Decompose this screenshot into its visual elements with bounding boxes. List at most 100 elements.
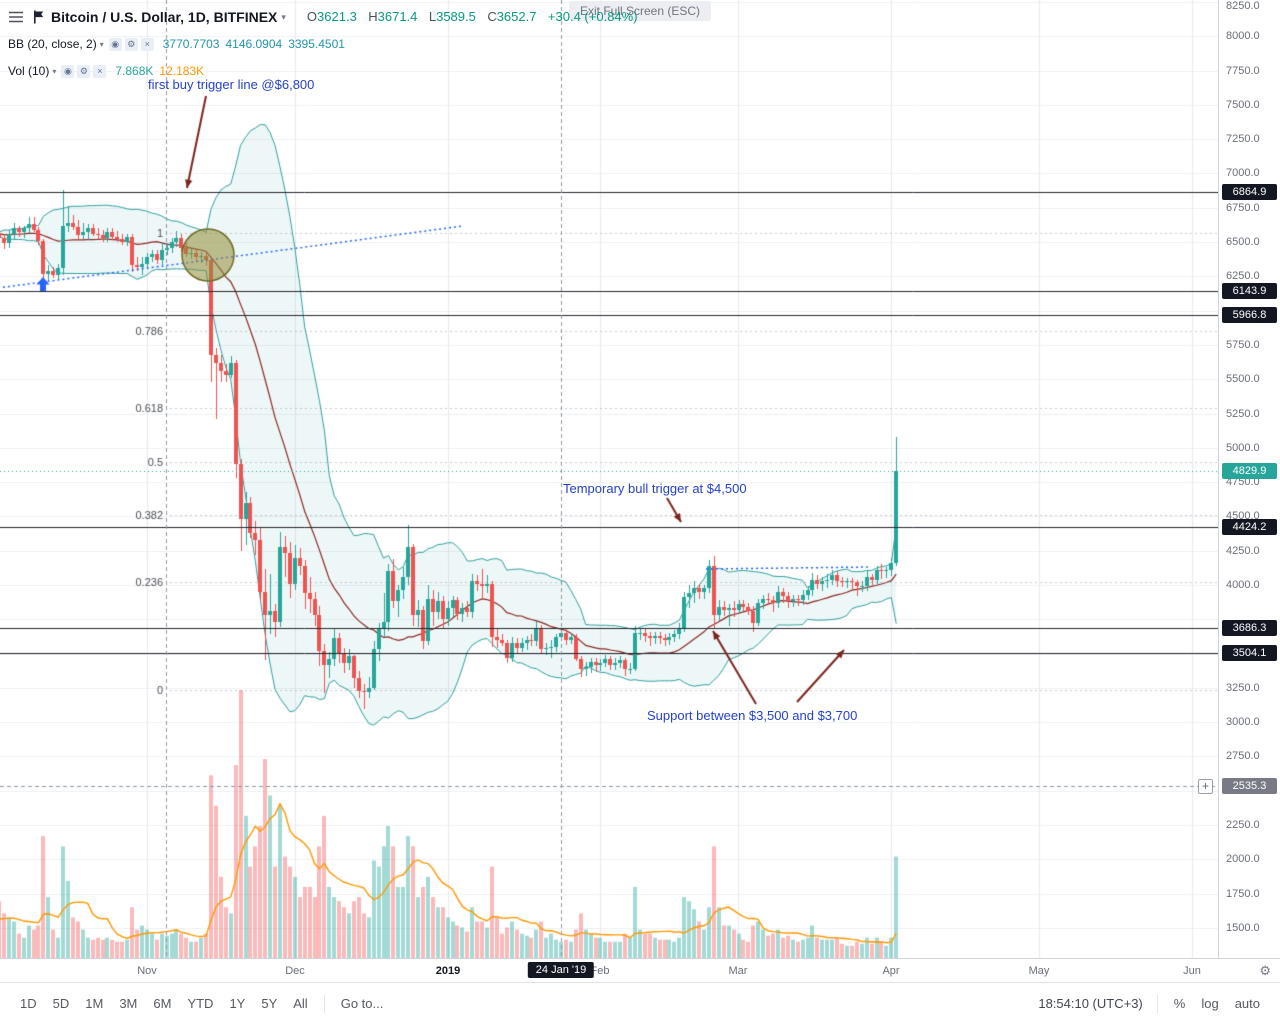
price-tick-label: 4000.0 <box>1226 579 1260 591</box>
price-tick-label: 2750.0 <box>1226 750 1260 763</box>
add-alert-plus-button[interactable]: + <box>1198 779 1213 794</box>
scale-options-group: % log auto <box>1166 991 1268 1016</box>
level-price-badge: 6864.9 <box>1222 184 1277 201</box>
menu-icon[interactable] <box>8 10 24 24</box>
settings-icon[interactable]: ⚙ <box>77 64 91 78</box>
low-value: 3589.5 <box>436 9 476 24</box>
range-button-all[interactable]: All <box>285 991 315 1016</box>
eye-icon[interactable]: ◉ <box>61 64 75 78</box>
scale-option-percent[interactable]: % <box>1173 996 1186 1011</box>
scale-option-auto[interactable]: auto <box>1234 996 1260 1011</box>
price-tick-label: 8250.0 <box>1226 0 1260 12</box>
range-button-1m[interactable]: 1M <box>77 991 111 1016</box>
price-tick-label: 7500.0 <box>1226 98 1260 111</box>
range-button-1d[interactable]: 1D <box>12 991 45 1016</box>
flag-icon[interactable] <box>33 10 44 24</box>
level-price-badge: 5966.8 <box>1222 307 1277 324</box>
legend: Bitcoin / U.S. Dollar, 1D, BITFINEX ▾ O3… <box>8 5 638 86</box>
range-button-5d[interactable]: 5D <box>45 991 78 1016</box>
time-axis-label: Dec <box>285 965 305 977</box>
scale-option-log[interactable]: log <box>1201 996 1219 1011</box>
bb-indicator-row: BB (20, close, 2) ▾ ◉ ⚙ × 3770.7703 4146… <box>8 32 638 56</box>
change-value: +30.4 (+0.84%) <box>547 9 638 24</box>
chart-annotation-text[interactable]: first buy trigger line @$6,800 <box>148 77 315 92</box>
time-axis-label: Mar <box>728 965 748 977</box>
price-tick-label: 5500.0 <box>1226 373 1260 386</box>
bottom-toolbar: 1D 5D 1M 3M 6M YTD 1Y 5Y All Go to... 18:54:10 (… <box>0 982 1280 1024</box>
range-button-5y[interactable]: 5Y <box>253 991 285 1016</box>
level-price-badge: 3504.1 <box>1222 645 1277 662</box>
chart-annotation-text[interactable]: Support between $3,500 and $3,700 <box>647 708 858 723</box>
time-axis-label: Feb <box>590 965 610 977</box>
level-price-badge: 4424.2 <box>1222 518 1277 535</box>
settings-icon[interactable]: ⚙ <box>124 37 138 51</box>
remove-icon[interactable]: × <box>140 37 154 51</box>
exit-fullscreen-toast: Exit Full Screen (ESC) <box>568 1 712 21</box>
volume-ma-value: 12.183K <box>159 64 205 78</box>
range-buttons-group: 1D 5D 1M 3M 6M YTD 1Y 5Y All <box>12 991 316 1016</box>
price-tick-label: 2000.0 <box>1226 853 1260 866</box>
price-axis[interactable]: 8250.0 8000.0 7750.0 7500.0 7250.0 7000.0 6750… <box>1218 0 1280 958</box>
bb-indicator-name[interactable]: BB (20, close, 2) <box>8 37 97 51</box>
low-label: L <box>428 9 437 24</box>
crosshair-date-badge: 24 Jan '19 <box>527 962 595 978</box>
price-tick-label: 8000.0 <box>1226 30 1260 43</box>
volume-indicator-name[interactable]: Vol (10) <box>8 64 50 78</box>
level-price-badge: 6143.9 <box>1222 282 1277 299</box>
open-value: 3621.3 <box>317 9 357 24</box>
chevron-down-icon: ▾ <box>52 66 57 76</box>
goto-button[interactable]: Go to... <box>340 996 384 1011</box>
open-label: O <box>306 9 318 24</box>
volume-value: 7.868K <box>115 64 154 78</box>
price-tick-label: 4750.0 <box>1226 476 1260 489</box>
range-button-6m[interactable]: 6M <box>145 991 179 1016</box>
time-axis-label: Apr <box>882 965 900 977</box>
ohlc-values: O3621.3 H3671.4 L3589.5 C3652.7 +30.4 (+… <box>300 8 638 26</box>
candlestick-chart-canvas[interactable] <box>0 0 1218 958</box>
price-tick-label: 2250.0 <box>1226 819 1260 832</box>
time-axis[interactable]: ⚙ Nov Dec 2019 Feb Mar Apr May Jun 24 Jan '19 <box>0 958 1280 982</box>
bb-upper-value: 4146.0904 <box>225 37 283 51</box>
price-tick-label: 1500.0 <box>1226 921 1260 934</box>
close-value: 3652.7 <box>496 9 537 24</box>
price-tick-label: 1750.0 <box>1226 887 1260 900</box>
price-tick-label: 7750.0 <box>1226 64 1260 77</box>
range-button-1y[interactable]: 1Y <box>221 991 253 1016</box>
clock[interactable]: 18:54:10 (UTC+3) <box>1038 996 1143 1011</box>
volume-indicator-row: Vol (10) ▾ ◉ ⚙ × 7.868K 12.183K <box>8 59 638 83</box>
time-axis-settings-gear-icon[interactable]: ⚙ <box>1259 963 1271 978</box>
range-button-3m[interactable]: 3M <box>111 991 145 1016</box>
price-tick-label: 5750.0 <box>1226 338 1260 351</box>
last-price-badge: 4829.9 <box>1222 463 1277 480</box>
chart-annotation-text[interactable]: Temporary bull trigger at $4,500 <box>563 481 747 496</box>
price-tick-label: 3250.0 <box>1226 681 1260 694</box>
symbol-row: Bitcoin / U.S. Dollar, 1D, BITFINEX ▾ O3… <box>8 5 638 29</box>
time-axis-label: Nov <box>137 965 157 977</box>
crosshair-price-badge: 2535.3 <box>1222 777 1277 794</box>
eye-icon[interactable]: ◉ <box>108 37 122 51</box>
time-axis-label: 2019 <box>435 965 461 977</box>
price-tick-label: 7250.0 <box>1226 133 1260 146</box>
high-label: H <box>368 9 378 24</box>
chevron-down-icon: ▾ <box>281 11 286 22</box>
remove-icon[interactable]: × <box>93 64 107 78</box>
high-value: 3671.4 <box>377 9 418 24</box>
range-button-ytd[interactable]: YTD <box>179 991 221 1016</box>
chevron-down-icon: ▾ <box>99 39 104 49</box>
bb-lower-value: 3395.4501 <box>288 37 345 51</box>
time-axis-label: Jun <box>1183 965 1201 977</box>
price-tick-label: 4250.0 <box>1226 544 1260 557</box>
price-tick-label: 3000.0 <box>1226 716 1260 729</box>
price-tick-label: 5000.0 <box>1226 441 1260 454</box>
toolbar-divider <box>1156 994 1158 1013</box>
close-label: C <box>487 9 497 24</box>
price-tick-label: 6500.0 <box>1226 236 1260 249</box>
symbol-title[interactable]: Bitcoin / U.S. Dollar, 1D, BITFINEX <box>51 9 278 25</box>
level-price-badge: 3686.3 <box>1222 620 1277 637</box>
toolbar-divider <box>323 994 325 1013</box>
time-axis-label: May <box>1028 965 1050 977</box>
price-tick-label: 6750.0 <box>1226 201 1260 214</box>
price-tick-label: 6250.0 <box>1226 270 1260 283</box>
price-tick-label: 7000.0 <box>1226 167 1260 180</box>
